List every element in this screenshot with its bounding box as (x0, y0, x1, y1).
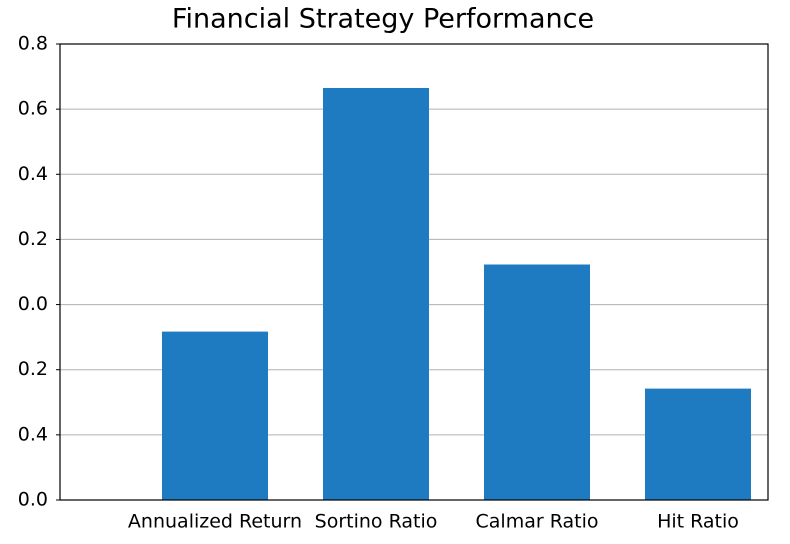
chart-title: Financial Strategy Performance (172, 4, 594, 35)
x-tick-label: Calmar Ratio (476, 511, 599, 533)
y-tick-label: 0.2 (18, 358, 48, 380)
y-tick-label: 0.8 (18, 33, 48, 55)
x-tick-label: Annualized Return (128, 511, 302, 533)
y-tick-label: 0.0 (18, 489, 48, 511)
bar (645, 388, 751, 500)
x-tick-label: Hit Ratio (657, 511, 739, 533)
y-tick-label: 0.0 (18, 293, 48, 315)
bar (484, 264, 590, 500)
y-tick-label: 0.4 (18, 423, 48, 445)
y-tick-label: 0.4 (18, 163, 48, 185)
bar (162, 331, 268, 500)
bar (323, 87, 429, 500)
x-tick-label: Sortino Ratio (315, 511, 438, 533)
plot-frame (59, 43, 769, 501)
y-tick-label: 0.2 (18, 228, 48, 250)
y-tick-label: 0.6 (18, 98, 48, 120)
